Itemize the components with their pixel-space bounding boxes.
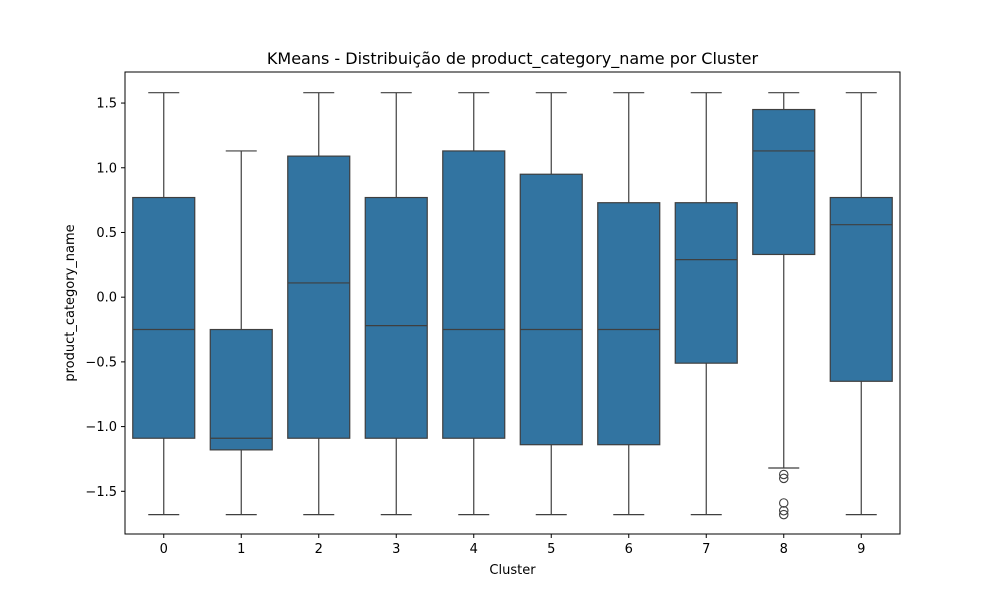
outlier-point bbox=[778, 505, 789, 516]
outlier-point bbox=[778, 509, 789, 520]
y-axis-label: product_category_name bbox=[63, 224, 78, 381]
box-group-cluster-3 bbox=[364, 92, 428, 516]
chart-title: KMeans - Distribuição de product_categor… bbox=[267, 49, 759, 69]
x-tick-label: 9 bbox=[857, 542, 865, 557]
box-group-cluster-6 bbox=[597, 92, 661, 516]
y-tick-label: 1.0 bbox=[96, 161, 117, 176]
box-iqr bbox=[674, 202, 738, 364]
x-tick-label: 6 bbox=[625, 542, 633, 557]
y-tick-label: −1.5 bbox=[85, 485, 117, 500]
box-group-cluster-7 bbox=[674, 92, 738, 516]
box-group-cluster-8 bbox=[752, 92, 816, 520]
y-tick-label: −0.5 bbox=[85, 355, 117, 370]
box-iqr bbox=[364, 196, 428, 439]
box-group-cluster-2 bbox=[287, 92, 351, 516]
box-iqr bbox=[442, 150, 506, 439]
x-tick-label: 3 bbox=[392, 542, 400, 557]
box-iqr bbox=[209, 328, 273, 451]
box-group-cluster-5 bbox=[519, 92, 583, 516]
boxes-layer bbox=[132, 92, 893, 520]
axes-layer: −1.5 −1.0 −0.5 0.0 0.5 1.0 1.5 0 1 2 3 4 5 6 7 8 9 bbox=[85, 97, 865, 557]
y-tick-label: 0.5 bbox=[96, 226, 117, 241]
x-tick-label: 4 bbox=[470, 542, 478, 557]
y-tick-label: 0.0 bbox=[96, 291, 117, 306]
outlier-point bbox=[778, 473, 789, 484]
box-iqr bbox=[519, 173, 583, 446]
plot-frame bbox=[124, 71, 901, 535]
x-tick-label: 8 bbox=[780, 542, 788, 557]
x-axis-label: Cluster bbox=[489, 563, 536, 578]
box-iqr bbox=[287, 155, 351, 439]
x-tick-label: 0 bbox=[160, 542, 168, 557]
outlier-point bbox=[778, 469, 789, 480]
box-iqr bbox=[752, 108, 816, 256]
y-tick-label: −1.0 bbox=[85, 420, 117, 435]
x-tick-label: 5 bbox=[547, 542, 555, 557]
box-group-cluster-9 bbox=[829, 92, 893, 516]
box-group-cluster-0 bbox=[132, 92, 196, 516]
outlier-point bbox=[778, 498, 789, 508]
box-iqr bbox=[829, 196, 893, 382]
x-tick-label: 1 bbox=[237, 542, 245, 557]
box-iqr bbox=[132, 196, 196, 439]
y-tick-label: 1.5 bbox=[96, 97, 117, 112]
box-group-cluster-4 bbox=[442, 92, 506, 516]
box-group-cluster-1 bbox=[209, 150, 273, 516]
x-tick-label: 7 bbox=[702, 542, 710, 557]
x-tick-label: 2 bbox=[315, 542, 323, 557]
box-iqr bbox=[597, 202, 661, 446]
